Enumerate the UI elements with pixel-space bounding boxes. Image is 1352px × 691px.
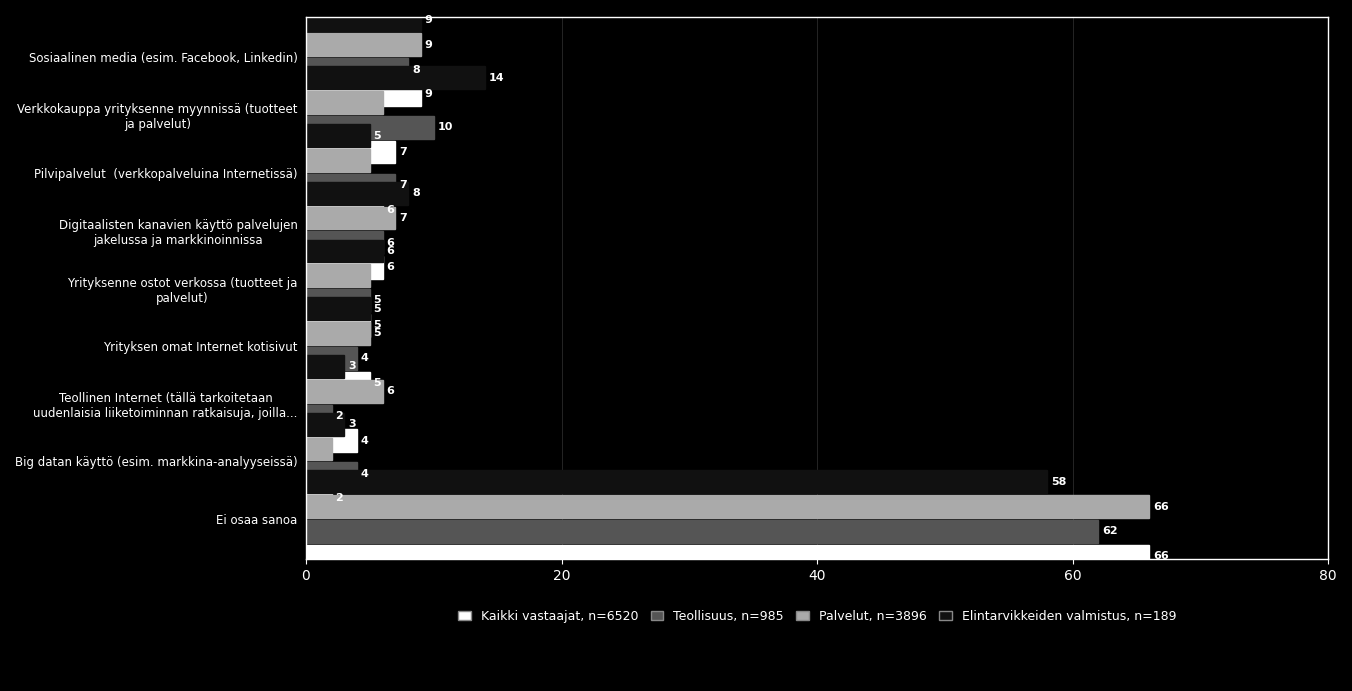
- Bar: [306, 429, 357, 452]
- Bar: [306, 116, 434, 139]
- Text: 4: 4: [361, 435, 369, 446]
- Text: 2: 2: [335, 444, 343, 454]
- Bar: [306, 124, 370, 147]
- Text: 5: 5: [373, 155, 381, 165]
- Text: 58: 58: [1051, 477, 1067, 487]
- Text: 66: 66: [1153, 551, 1169, 561]
- Bar: [306, 66, 485, 89]
- Text: 8: 8: [412, 64, 419, 75]
- Bar: [306, 404, 331, 427]
- Text: 5: 5: [373, 378, 381, 388]
- Text: 62: 62: [1102, 527, 1118, 536]
- Bar: [306, 141, 395, 163]
- Text: 3: 3: [347, 419, 356, 429]
- Text: 14: 14: [488, 73, 504, 83]
- Bar: [306, 58, 408, 81]
- Bar: [306, 372, 370, 395]
- Text: 6: 6: [387, 386, 395, 396]
- Text: 6: 6: [387, 205, 395, 215]
- Text: 5: 5: [373, 131, 381, 140]
- Text: 4: 4: [361, 353, 369, 363]
- Bar: [306, 322, 370, 345]
- Bar: [306, 149, 370, 171]
- Bar: [306, 182, 408, 205]
- Bar: [306, 495, 1149, 518]
- Bar: [306, 520, 1098, 542]
- Text: 5: 5: [373, 328, 381, 339]
- Bar: [306, 198, 383, 221]
- Text: 66: 66: [1153, 502, 1169, 511]
- Text: 2: 2: [335, 493, 343, 503]
- Bar: [306, 545, 1149, 567]
- Bar: [306, 462, 357, 485]
- Text: 7: 7: [399, 147, 407, 157]
- Bar: [306, 173, 395, 196]
- Bar: [306, 437, 331, 460]
- Bar: [306, 265, 370, 287]
- Bar: [306, 314, 370, 337]
- Bar: [306, 297, 370, 320]
- Text: 5: 5: [373, 303, 381, 314]
- Bar: [306, 83, 420, 106]
- Text: 9: 9: [425, 15, 433, 25]
- Text: 5: 5: [373, 271, 381, 281]
- Text: 6: 6: [387, 246, 395, 256]
- Text: 8: 8: [412, 188, 419, 198]
- Bar: [306, 207, 395, 229]
- Text: 4: 4: [361, 468, 369, 479]
- Text: 6: 6: [387, 97, 395, 108]
- Text: 3: 3: [347, 361, 356, 372]
- Text: 7: 7: [399, 213, 407, 223]
- Text: 10: 10: [438, 122, 453, 132]
- Bar: [306, 256, 383, 279]
- Bar: [306, 9, 420, 32]
- Bar: [306, 380, 383, 403]
- Bar: [306, 355, 345, 378]
- Bar: [306, 231, 383, 254]
- Bar: [306, 487, 331, 510]
- Bar: [306, 413, 345, 435]
- Text: 9: 9: [425, 40, 433, 50]
- Text: 5: 5: [373, 296, 381, 305]
- Text: 6: 6: [387, 238, 395, 247]
- Text: 7: 7: [399, 180, 407, 190]
- Text: 9: 9: [425, 89, 433, 100]
- Bar: [306, 91, 383, 114]
- Text: 5: 5: [373, 320, 381, 330]
- Bar: [306, 471, 1046, 493]
- Bar: [306, 33, 420, 56]
- Bar: [306, 347, 357, 370]
- Bar: [306, 289, 370, 312]
- Text: 6: 6: [387, 263, 395, 272]
- Text: 2: 2: [335, 411, 343, 421]
- Legend: Kaikki vastaajat, n=6520, Teollisuus, n=985, Palvelut, n=3896, Elintarvikkeiden : Kaikki vastaajat, n=6520, Teollisuus, n=…: [452, 604, 1182, 629]
- Bar: [306, 240, 383, 263]
